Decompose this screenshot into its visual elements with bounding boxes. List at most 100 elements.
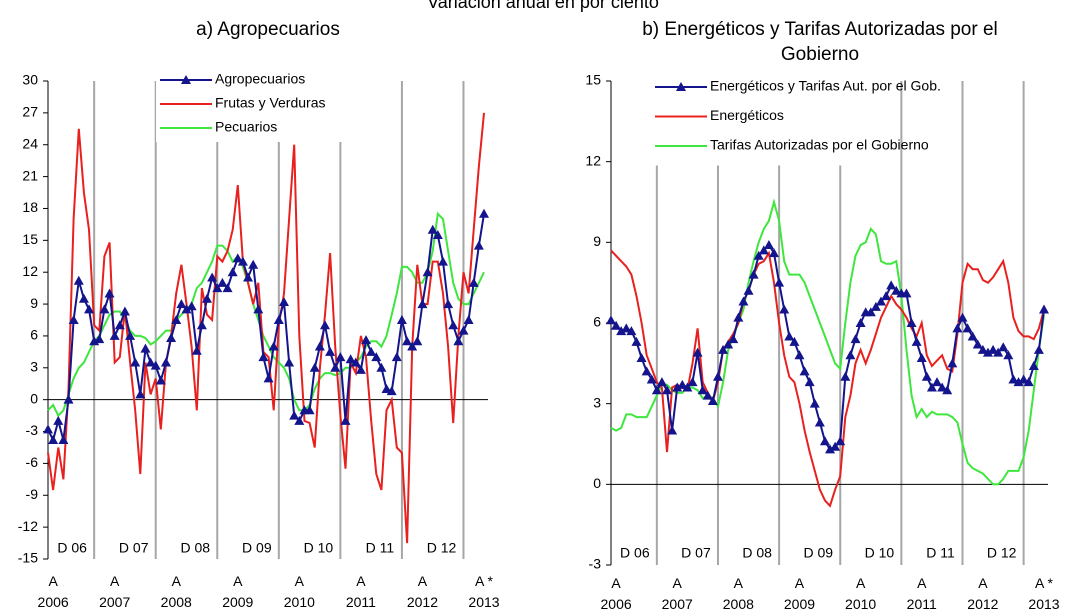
- point-marker: [381, 384, 392, 394]
- point-marker: [207, 272, 218, 282]
- point-marker: [753, 250, 764, 260]
- point-marker: [202, 293, 213, 303]
- point-marker: [340, 415, 351, 425]
- point-marker: [718, 344, 729, 354]
- point-marker: [186, 301, 197, 311]
- point-marker: [1018, 374, 1029, 384]
- point-marker: [130, 357, 141, 367]
- x-tick-label: A 2012: [406, 573, 439, 610]
- x-tick-label: A 2011: [906, 575, 937, 612]
- y-tick-label: 24: [22, 135, 38, 151]
- point-marker: [391, 352, 402, 362]
- point-marker: [881, 291, 892, 301]
- point-marker: [263, 373, 274, 383]
- point-marker: [140, 343, 151, 353]
- point-marker: [789, 336, 800, 346]
- y-tick-label: 27: [22, 104, 38, 120]
- y-tick-label: 12: [585, 152, 601, 168]
- point-marker: [784, 331, 795, 341]
- point-marker: [774, 277, 785, 287]
- year-end-label: D 09: [803, 545, 833, 561]
- x-tick-label: A 2008: [722, 575, 754, 612]
- point-marker: [191, 345, 202, 355]
- point-marker: [662, 385, 673, 395]
- point-marker: [952, 323, 963, 333]
- x-tick-label: A 2009: [783, 575, 816, 612]
- point-marker: [253, 304, 264, 314]
- point-marker: [743, 285, 754, 295]
- x-tick-label: A 2006: [37, 573, 69, 610]
- chart-title: b) Energéticos y Tarifas Autorizadas por…: [642, 19, 998, 65]
- legend-label: Tarifas Autorizadas por el Gobierno: [710, 137, 929, 153]
- point-marker: [278, 296, 289, 306]
- y-tick-label: 3: [593, 394, 601, 410]
- point-marker: [707, 395, 718, 405]
- point-marker: [962, 323, 973, 333]
- x-tick-label: A 2008: [160, 573, 192, 610]
- point-marker: [273, 315, 284, 324]
- point-marker: [1028, 361, 1039, 371]
- point-marker: [631, 336, 642, 346]
- year-end-label: D 11: [926, 545, 955, 561]
- point-marker: [119, 306, 130, 316]
- point-marker: [258, 352, 269, 362]
- point-marker: [870, 301, 881, 311]
- point-marker: [1033, 344, 1044, 354]
- y-tick-label: -6: [26, 454, 39, 470]
- point-marker: [926, 382, 937, 392]
- point-marker: [825, 444, 836, 454]
- point-marker: [366, 346, 377, 356]
- point-marker: [636, 352, 647, 362]
- point-marker: [371, 352, 382, 362]
- point-marker: [458, 325, 469, 335]
- point-marker: [53, 415, 64, 425]
- year-end-label: D 11: [366, 540, 395, 556]
- point-marker: [814, 417, 825, 427]
- point-marker: [289, 410, 300, 420]
- point-marker: [932, 377, 943, 387]
- point-marker: [412, 336, 423, 346]
- point-marker: [988, 344, 999, 354]
- x-tick-label: A 2009: [222, 573, 254, 610]
- point-marker: [73, 275, 84, 285]
- y-tick-label: 0: [593, 475, 601, 491]
- point-marker: [361, 335, 372, 345]
- x-tick-label: A 2010: [845, 575, 877, 612]
- point-marker: [479, 208, 489, 218]
- y-tick-label: 15: [585, 72, 601, 88]
- point-marker: [616, 326, 627, 336]
- point-marker: [84, 304, 95, 314]
- point-marker: [819, 436, 830, 446]
- point-marker: [222, 283, 233, 293]
- point-marker: [921, 371, 932, 381]
- point-marker: [284, 357, 295, 367]
- point-marker: [166, 333, 177, 343]
- point-marker: [355, 364, 366, 374]
- year-end-label: D 07: [681, 545, 711, 561]
- point-marker: [901, 288, 912, 298]
- legend-label: Frutas y Verduras: [215, 95, 326, 111]
- point-marker: [687, 377, 698, 387]
- point-marker: [875, 296, 886, 306]
- point-marker: [865, 307, 876, 317]
- point-marker: [407, 341, 418, 351]
- point-marker: [967, 331, 978, 341]
- legend-background: [651, 75, 871, 166]
- x-tick-label: A * 2013: [468, 573, 500, 610]
- point-marker: [448, 320, 459, 330]
- year-end-label: D 06: [620, 545, 650, 561]
- legend: Energéticos y Tarifas Aut. por el Gob. En…: [651, 75, 941, 166]
- point-marker: [196, 320, 207, 330]
- point-marker: [799, 366, 810, 376]
- point-marker: [804, 377, 815, 387]
- point-marker: [891, 285, 902, 295]
- point-marker: [611, 320, 622, 330]
- year-end-label: D 12: [427, 540, 457, 556]
- point-marker: [386, 386, 397, 396]
- point-marker: [330, 362, 341, 372]
- legend-label: Agropecuarios: [215, 71, 305, 87]
- point-marker: [1003, 350, 1014, 360]
- point-marker: [937, 382, 948, 392]
- point-marker: [712, 371, 723, 381]
